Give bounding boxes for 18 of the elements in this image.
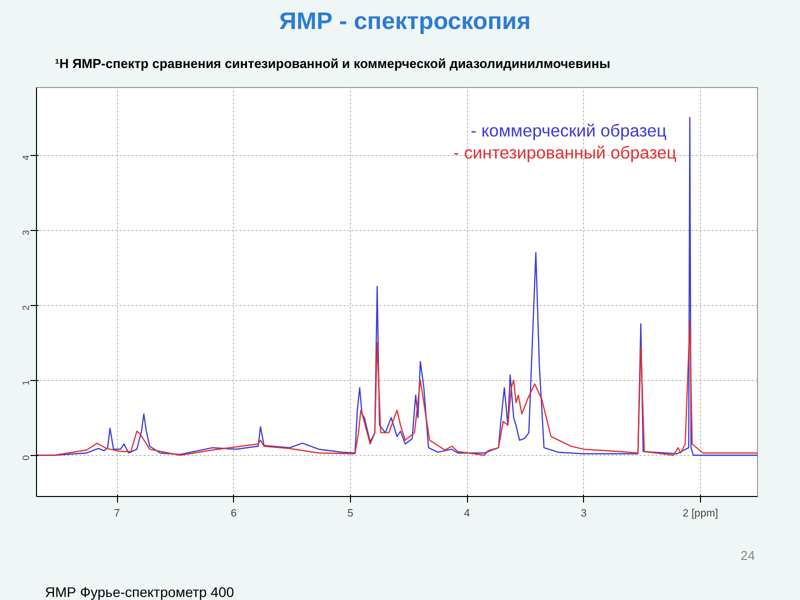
chart-title: ЯМР - спектроскопия xyxy=(278,7,532,37)
text: - синтезированный образец xyxy=(453,142,677,162)
text: ЯМР Фурье-спектрометр 400 xyxy=(45,583,234,600)
x-tick-label: 3 xyxy=(580,508,587,520)
y-tick-label: 4 xyxy=(21,155,31,160)
y-tick-label: 0 xyxy=(21,455,31,460)
x-tick-label: 4 xyxy=(464,508,470,520)
y-tick-label: 2 xyxy=(21,305,31,310)
line-series xyxy=(36,321,758,456)
chart-subtitle: ¹H ЯМР-спектр сравнения синтезированной и коммерческой диазолидинилмочевины xyxy=(54,55,610,73)
y-tick-label: 1 xyxy=(21,380,31,386)
text: 24 xyxy=(740,547,755,565)
x-tick-label: 7 xyxy=(114,508,120,520)
x-tick-label: 2 [ppm] xyxy=(682,508,718,520)
x-tick-label: 5 xyxy=(347,508,354,520)
x-tick-label: 6 xyxy=(230,508,237,520)
y-tick-label: 3 xyxy=(21,230,31,236)
series-label: - коммерческий образец xyxy=(470,120,667,140)
